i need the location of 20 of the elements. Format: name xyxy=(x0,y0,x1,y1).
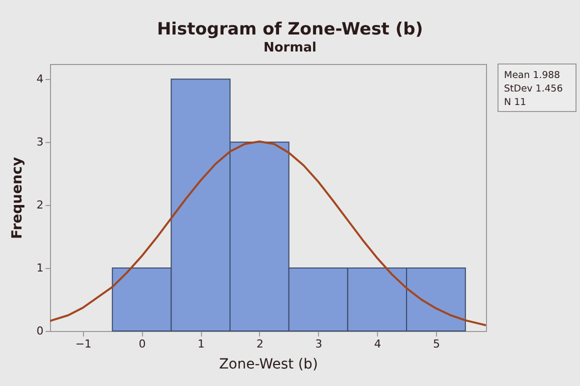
x-tick-label: 2 xyxy=(256,338,264,350)
y-tick-label: 2 xyxy=(36,198,44,212)
text: Mean 1.988 xyxy=(504,70,560,81)
x-tick-label: 0 xyxy=(138,338,146,350)
chart-title: Histogram of Zone-West (b) xyxy=(156,20,424,40)
text: N 11 xyxy=(504,96,526,108)
y-axis-title: Frequency xyxy=(10,157,26,239)
x-tick-label: −1 xyxy=(75,338,92,350)
y-tick-label: 3 xyxy=(36,136,44,149)
text: StDev 1.456 xyxy=(504,83,563,94)
y-tick-label: 1 xyxy=(36,262,44,275)
x-tick-label: 4 xyxy=(374,338,382,350)
x-tick-label: 3 xyxy=(315,338,322,350)
chart-subtitle: Normal xyxy=(264,40,316,56)
y-tick-label: 4 xyxy=(36,72,44,86)
line-series xyxy=(50,140,486,326)
x-tick-label: 1 xyxy=(198,338,205,350)
x-axis-title: Zone-West (b) xyxy=(219,356,318,372)
y-tick-label: 0 xyxy=(36,324,44,338)
x-tick-label: 5 xyxy=(432,338,440,350)
